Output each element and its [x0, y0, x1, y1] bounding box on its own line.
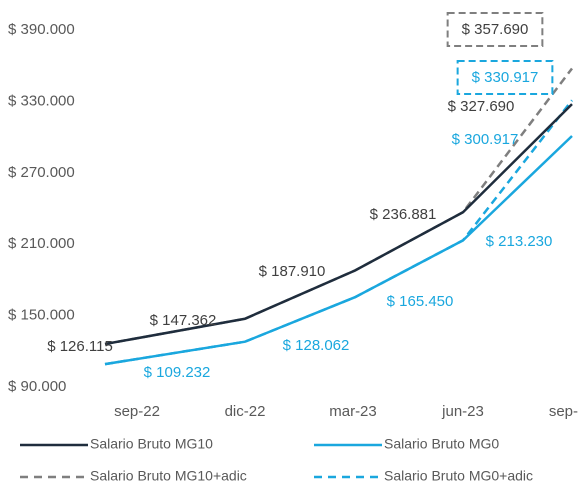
data-label: $ 109.232: [144, 364, 211, 381]
x-tick-label: mar-23: [329, 403, 377, 420]
data-label: $ 236.881: [370, 206, 437, 223]
y-tick-label: $ 90.000: [8, 378, 66, 395]
legend-label: Salario Bruto MG10: [90, 436, 213, 452]
legend-label: Salario Bruto MG10+adic: [90, 468, 247, 484]
data-label: $ 165.450: [387, 293, 454, 310]
data-label: $ 213.230: [486, 233, 553, 250]
data-label: $ 128.062: [283, 337, 350, 354]
x-tick-label: dic-22: [225, 403, 266, 420]
y-tick-label: $ 330.000: [8, 92, 75, 109]
x-tick-label: jun-23: [441, 403, 484, 420]
y-tick-label: $ 210.000: [8, 235, 75, 252]
legend-label: Salario Bruto MG0: [384, 436, 499, 452]
data-label: $ 147.362: [150, 312, 217, 329]
y-tick-label: $ 270.000: [8, 164, 75, 181]
data-label: $ 357.690: [462, 21, 529, 38]
y-tick-label: $ 150.000: [8, 307, 75, 324]
series-line: [104, 135, 573, 366]
x-tick-label: sep-: [549, 403, 578, 420]
label-box: [446, 11, 544, 47]
data-label: $ 327.690: [448, 98, 515, 115]
series-line: [104, 103, 573, 346]
x-tick-label: sep-22: [114, 403, 160, 420]
y-tick-label: $ 390.000: [8, 21, 75, 38]
data-label: $ 187.910: [259, 263, 326, 280]
legend-label: Salario Bruto MG0+adic: [384, 468, 533, 484]
data-label: $ 300.917: [452, 131, 519, 148]
data-label: $ 126.115: [47, 338, 113, 355]
data-label: $ 330.917: [472, 69, 539, 86]
label-box: [456, 59, 554, 95]
